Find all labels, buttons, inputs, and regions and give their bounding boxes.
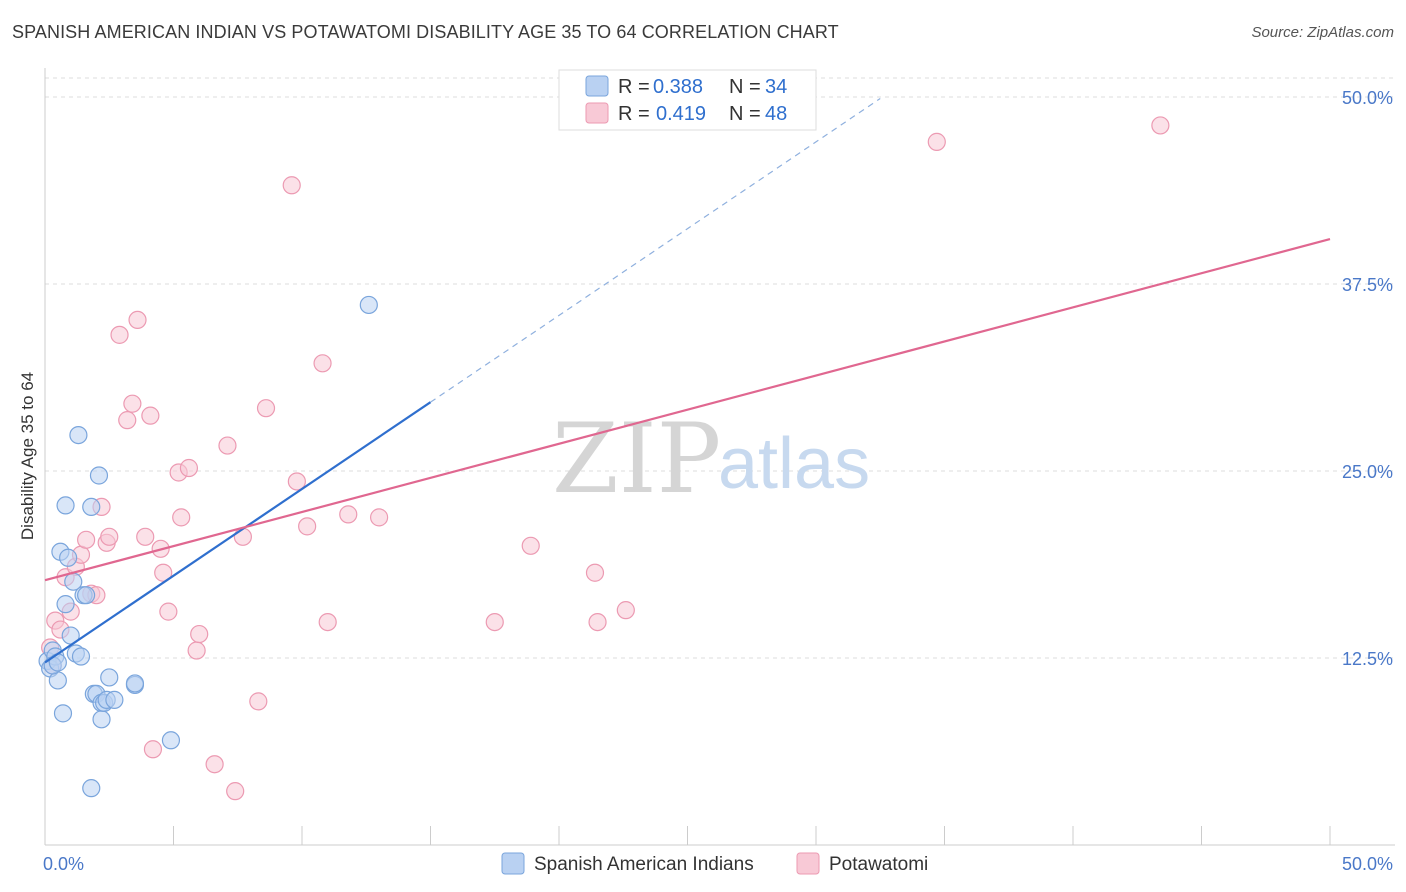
potawatomi-point [136, 527, 155, 546]
potawatomi-point [370, 508, 389, 527]
series-legend-label-blue: Spanish American Indians [534, 854, 754, 875]
spanish-american-indian-point [100, 668, 119, 687]
grid-lines [45, 77, 1395, 659]
spanish-american-indian-point [89, 466, 109, 485]
potawatomi-point [485, 612, 504, 632]
spanish-american-indian-point [53, 704, 73, 723]
potawatomi-point [143, 740, 163, 759]
potawatomi-point [159, 602, 178, 621]
potawatomi-point [187, 641, 206, 660]
x-tick-label-min: 0.0% [43, 854, 84, 874]
potawatomi-point [100, 527, 119, 546]
series-legend-swatch-blue [501, 852, 525, 875]
potawatomi-point [282, 176, 301, 195]
potawatomi-point [77, 530, 96, 549]
potawatomi-point [298, 517, 317, 536]
chart-title: SPANISH AMERICAN INDIAN VS POTAWATOMI DI… [12, 22, 839, 42]
legend-n-value-1: 34 [765, 76, 787, 98]
potawatomi-point [118, 411, 137, 430]
potawatomi-point [141, 406, 160, 425]
potawatomi-point [318, 612, 337, 632]
spanish-american-indian-point [125, 674, 145, 693]
potawatomi-point [172, 508, 191, 527]
legend-n-label-1: N = [729, 76, 761, 98]
trend-lines [44, 97, 1331, 664]
spanish-american-indian-point [71, 647, 91, 666]
spanish-american-indian-point [59, 548, 78, 567]
source-credit: Source: ZipAtlas.com [1251, 24, 1394, 41]
legend-r-label-2: R = [618, 103, 650, 125]
spanish-american-indian-point [359, 295, 378, 315]
potawatomi-point [110, 325, 129, 344]
spanish-american-indian-point [77, 586, 96, 605]
potawatomi-point [339, 505, 358, 524]
y-tick-label: 25.0% [1342, 462, 1393, 482]
potawatomi-point [123, 394, 142, 413]
y-axis-label: Disability Age 35 to 64 [18, 372, 37, 540]
potawatomi-point [521, 536, 540, 555]
legend-r-value-1: 0.388 [653, 76, 703, 98]
y-tick-label: 12.5% [1342, 649, 1393, 669]
spanish-american-indians-trend-line [44, 401, 432, 664]
legend-n-label-2: N = [729, 103, 761, 125]
spanish-american-indian-point [92, 710, 111, 729]
potawatomi-point [588, 612, 607, 632]
spanish-american-indian-point [82, 779, 101, 798]
spanish-american-indian-point [105, 690, 124, 709]
legend-n-value-2: 48 [765, 103, 787, 125]
spanish-american-indian-point [56, 496, 75, 515]
potawatomi-point [179, 458, 199, 478]
potawatomi-point [1151, 116, 1170, 135]
potawatomi-point [616, 601, 635, 620]
legend-swatch-pink [585, 102, 609, 124]
series-legend: Spanish American Indians Potawatomi [501, 852, 928, 875]
potawatomi-point [313, 354, 332, 373]
spanish-american-indian-point [82, 497, 101, 517]
legend-r-label-1: R = [618, 76, 650, 98]
watermark-atlas: atlas [718, 424, 870, 504]
potawatomi-point [154, 563, 173, 582]
y-tick-label: 50.0% [1342, 88, 1393, 108]
potawatomi-point [233, 527, 252, 546]
potawatomi-point [287, 472, 306, 491]
potawatomi-point [249, 692, 268, 711]
legend-r-value-2: 0.419 [656, 103, 706, 125]
potawatomi-point [128, 310, 147, 330]
potawatomi-point [585, 563, 605, 582]
axes: 12.5% 25.0% 37.5% 50.0% 0.0% 50.0% [43, 68, 1395, 874]
watermark-zip: ZIP [552, 403, 721, 515]
potawatomi-point [205, 755, 224, 774]
spanish-american-indians-trend-extension [430, 97, 881, 403]
spanish-american-indian-point [56, 595, 75, 614]
potawatomi-trend-line [44, 238, 1331, 582]
potawatomi-point [190, 624, 209, 644]
spanish-american-indian-point [161, 731, 181, 750]
series-legend-label-pink: Potawatomi [829, 854, 928, 875]
series-legend-swatch-pink [796, 852, 820, 875]
y-tick-label: 37.5% [1342, 275, 1393, 295]
x-tick-label-max: 50.0% [1342, 854, 1393, 874]
potawatomi-point [226, 782, 245, 801]
watermark: ZIP atlas [552, 403, 870, 515]
potawatomi-point [218, 436, 237, 455]
potawatomi-point [256, 399, 276, 418]
spanish-american-indian-point [69, 425, 88, 445]
correlation-legend: R = 0.388 N = 34 R = 0.419 N = 48 [558, 69, 817, 131]
legend-swatch-blue [585, 75, 609, 97]
potawatomi-point [927, 132, 946, 151]
